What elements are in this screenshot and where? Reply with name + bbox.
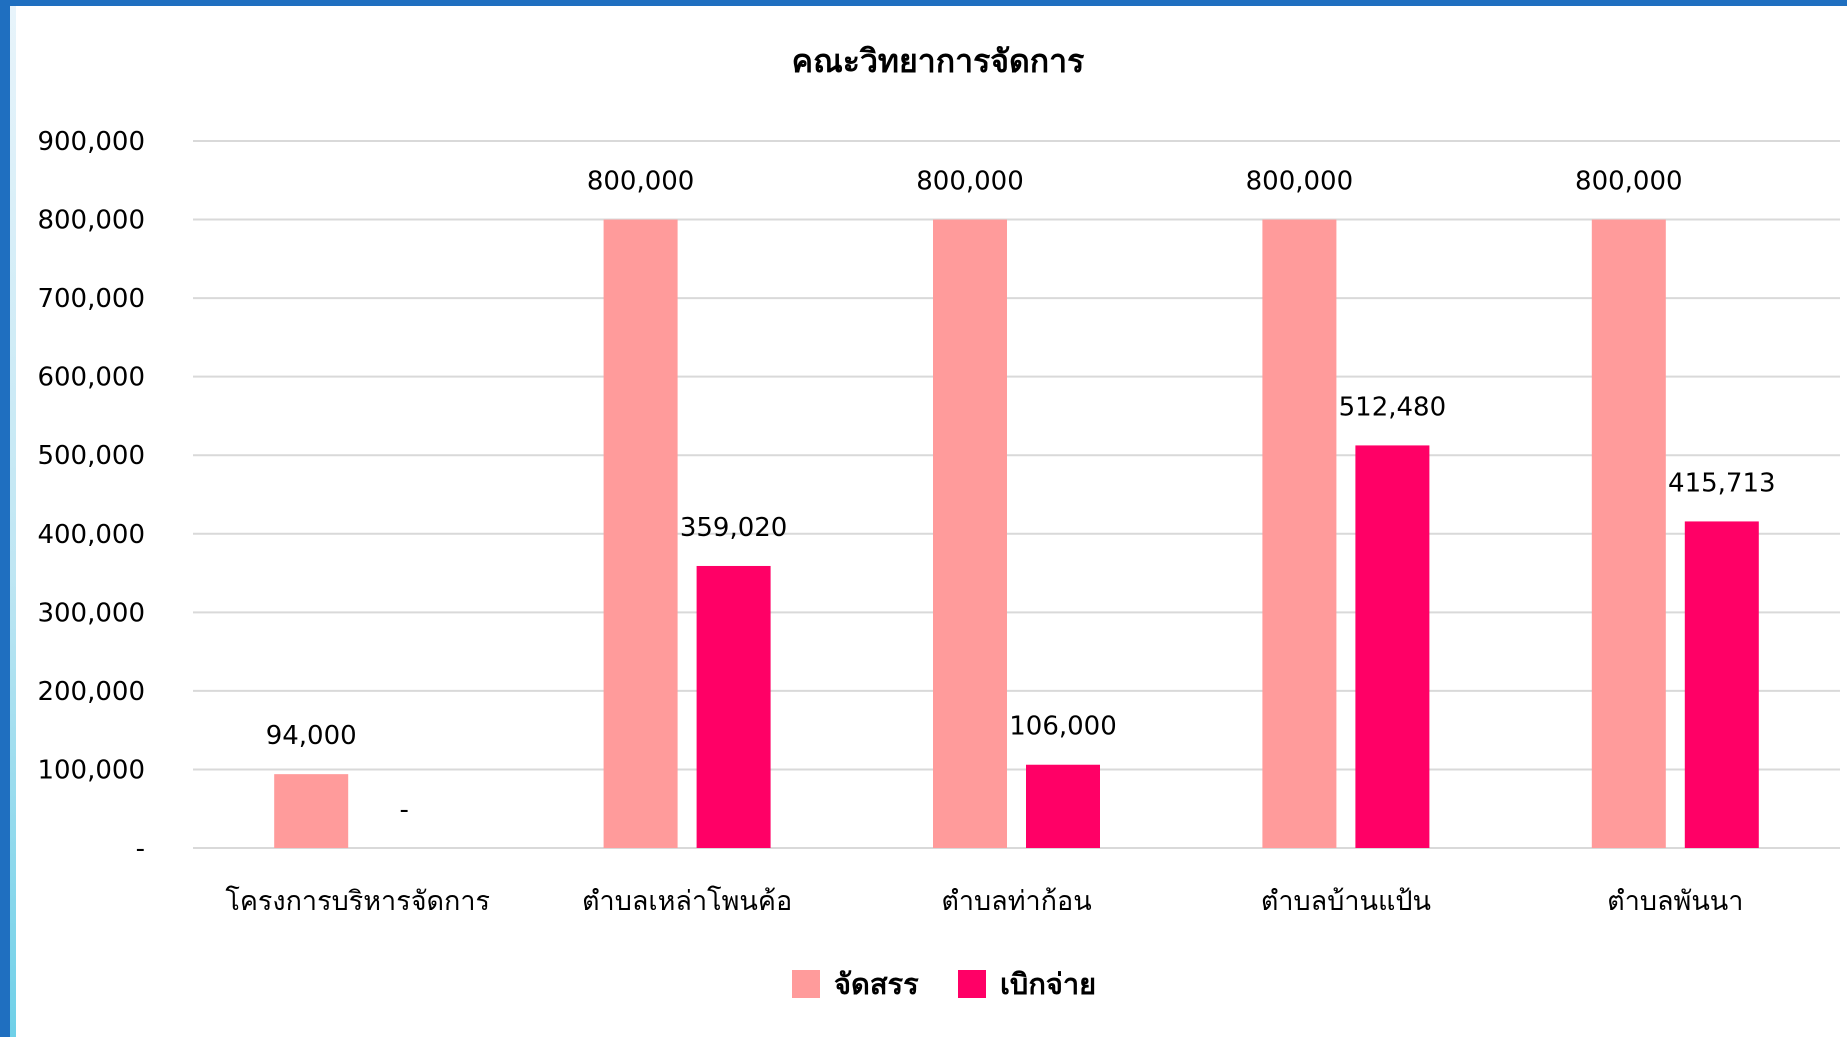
y-tick-label: 600,000 (37, 363, 145, 393)
y-tick-label: 500,000 (37, 441, 145, 471)
y-axis-ticks: - 100,000 200,000 300,000 400,000 500,000 600,… (37, 127, 145, 864)
decorative-stripe (10, 6, 16, 1037)
bar-allocated (933, 219, 1007, 849)
bar-disbursed (1684, 521, 1759, 848)
data-label: 512,480 (1339, 392, 1447, 422)
y-tick-label: 100,000 (37, 755, 145, 785)
category-label: โครงการบริหารจัดการ (225, 886, 490, 917)
bar-disbursed (696, 565, 771, 848)
bars (274, 219, 1759, 849)
bar-allocated (1591, 219, 1666, 849)
data-label: 800,000 (1246, 167, 1354, 197)
y-tick-label: 300,000 (37, 598, 145, 628)
category-label: ตำบลบ้านแป้น (1261, 886, 1431, 917)
data-label: - (400, 795, 409, 825)
bar-disbursed (1026, 764, 1100, 848)
bar-allocated (1262, 219, 1337, 849)
data-label: 800,000 (1575, 167, 1683, 197)
y-tick-label: - (136, 834, 145, 864)
category-label: ตำบลท่าก้อน (941, 886, 1091, 917)
y-tick-label: 900,000 (37, 127, 145, 157)
data-label: 106,000 (1009, 712, 1117, 742)
data-label: 800,000 (916, 167, 1024, 197)
data-label: 359,020 (680, 513, 788, 543)
y-tick-label: 700,000 (37, 284, 145, 314)
data-labels: 94,000 - 800,000 359,020 800,000 106,000 800,0… (266, 167, 1776, 825)
data-label: 415,713 (1668, 468, 1776, 498)
legend-swatch-disbursed (958, 970, 986, 998)
data-label: 800,000 (587, 167, 695, 197)
category-label: ตำบลพันนา (1607, 886, 1743, 917)
x-axis-categories: โครงการบริหารจัดการ ตำบลเหล่าโพนค้อ ตำบลท่… (225, 886, 1743, 917)
category-label: ตำบลเหล่าโพนค้อ (582, 886, 792, 917)
bar-allocated (603, 219, 678, 849)
bar-disbursed (1355, 445, 1430, 848)
bar-allocated (274, 774, 349, 848)
chart-title: คณะวิทยาการจัดการ (792, 42, 1085, 80)
legend: จัดสรร เบิกจ่าย (792, 967, 1096, 1001)
data-label: 94,000 (266, 721, 357, 751)
legend-swatch-allocated (792, 970, 820, 998)
y-tick-label: 200,000 (37, 677, 145, 707)
legend-label-allocated: จัดสรร (834, 967, 919, 1001)
y-tick-label: 400,000 (37, 520, 145, 550)
y-tick-label: 800,000 (37, 206, 145, 236)
legend-label-disbursed: เบิกจ่าย (1000, 967, 1096, 1001)
gridlines (193, 140, 1840, 849)
